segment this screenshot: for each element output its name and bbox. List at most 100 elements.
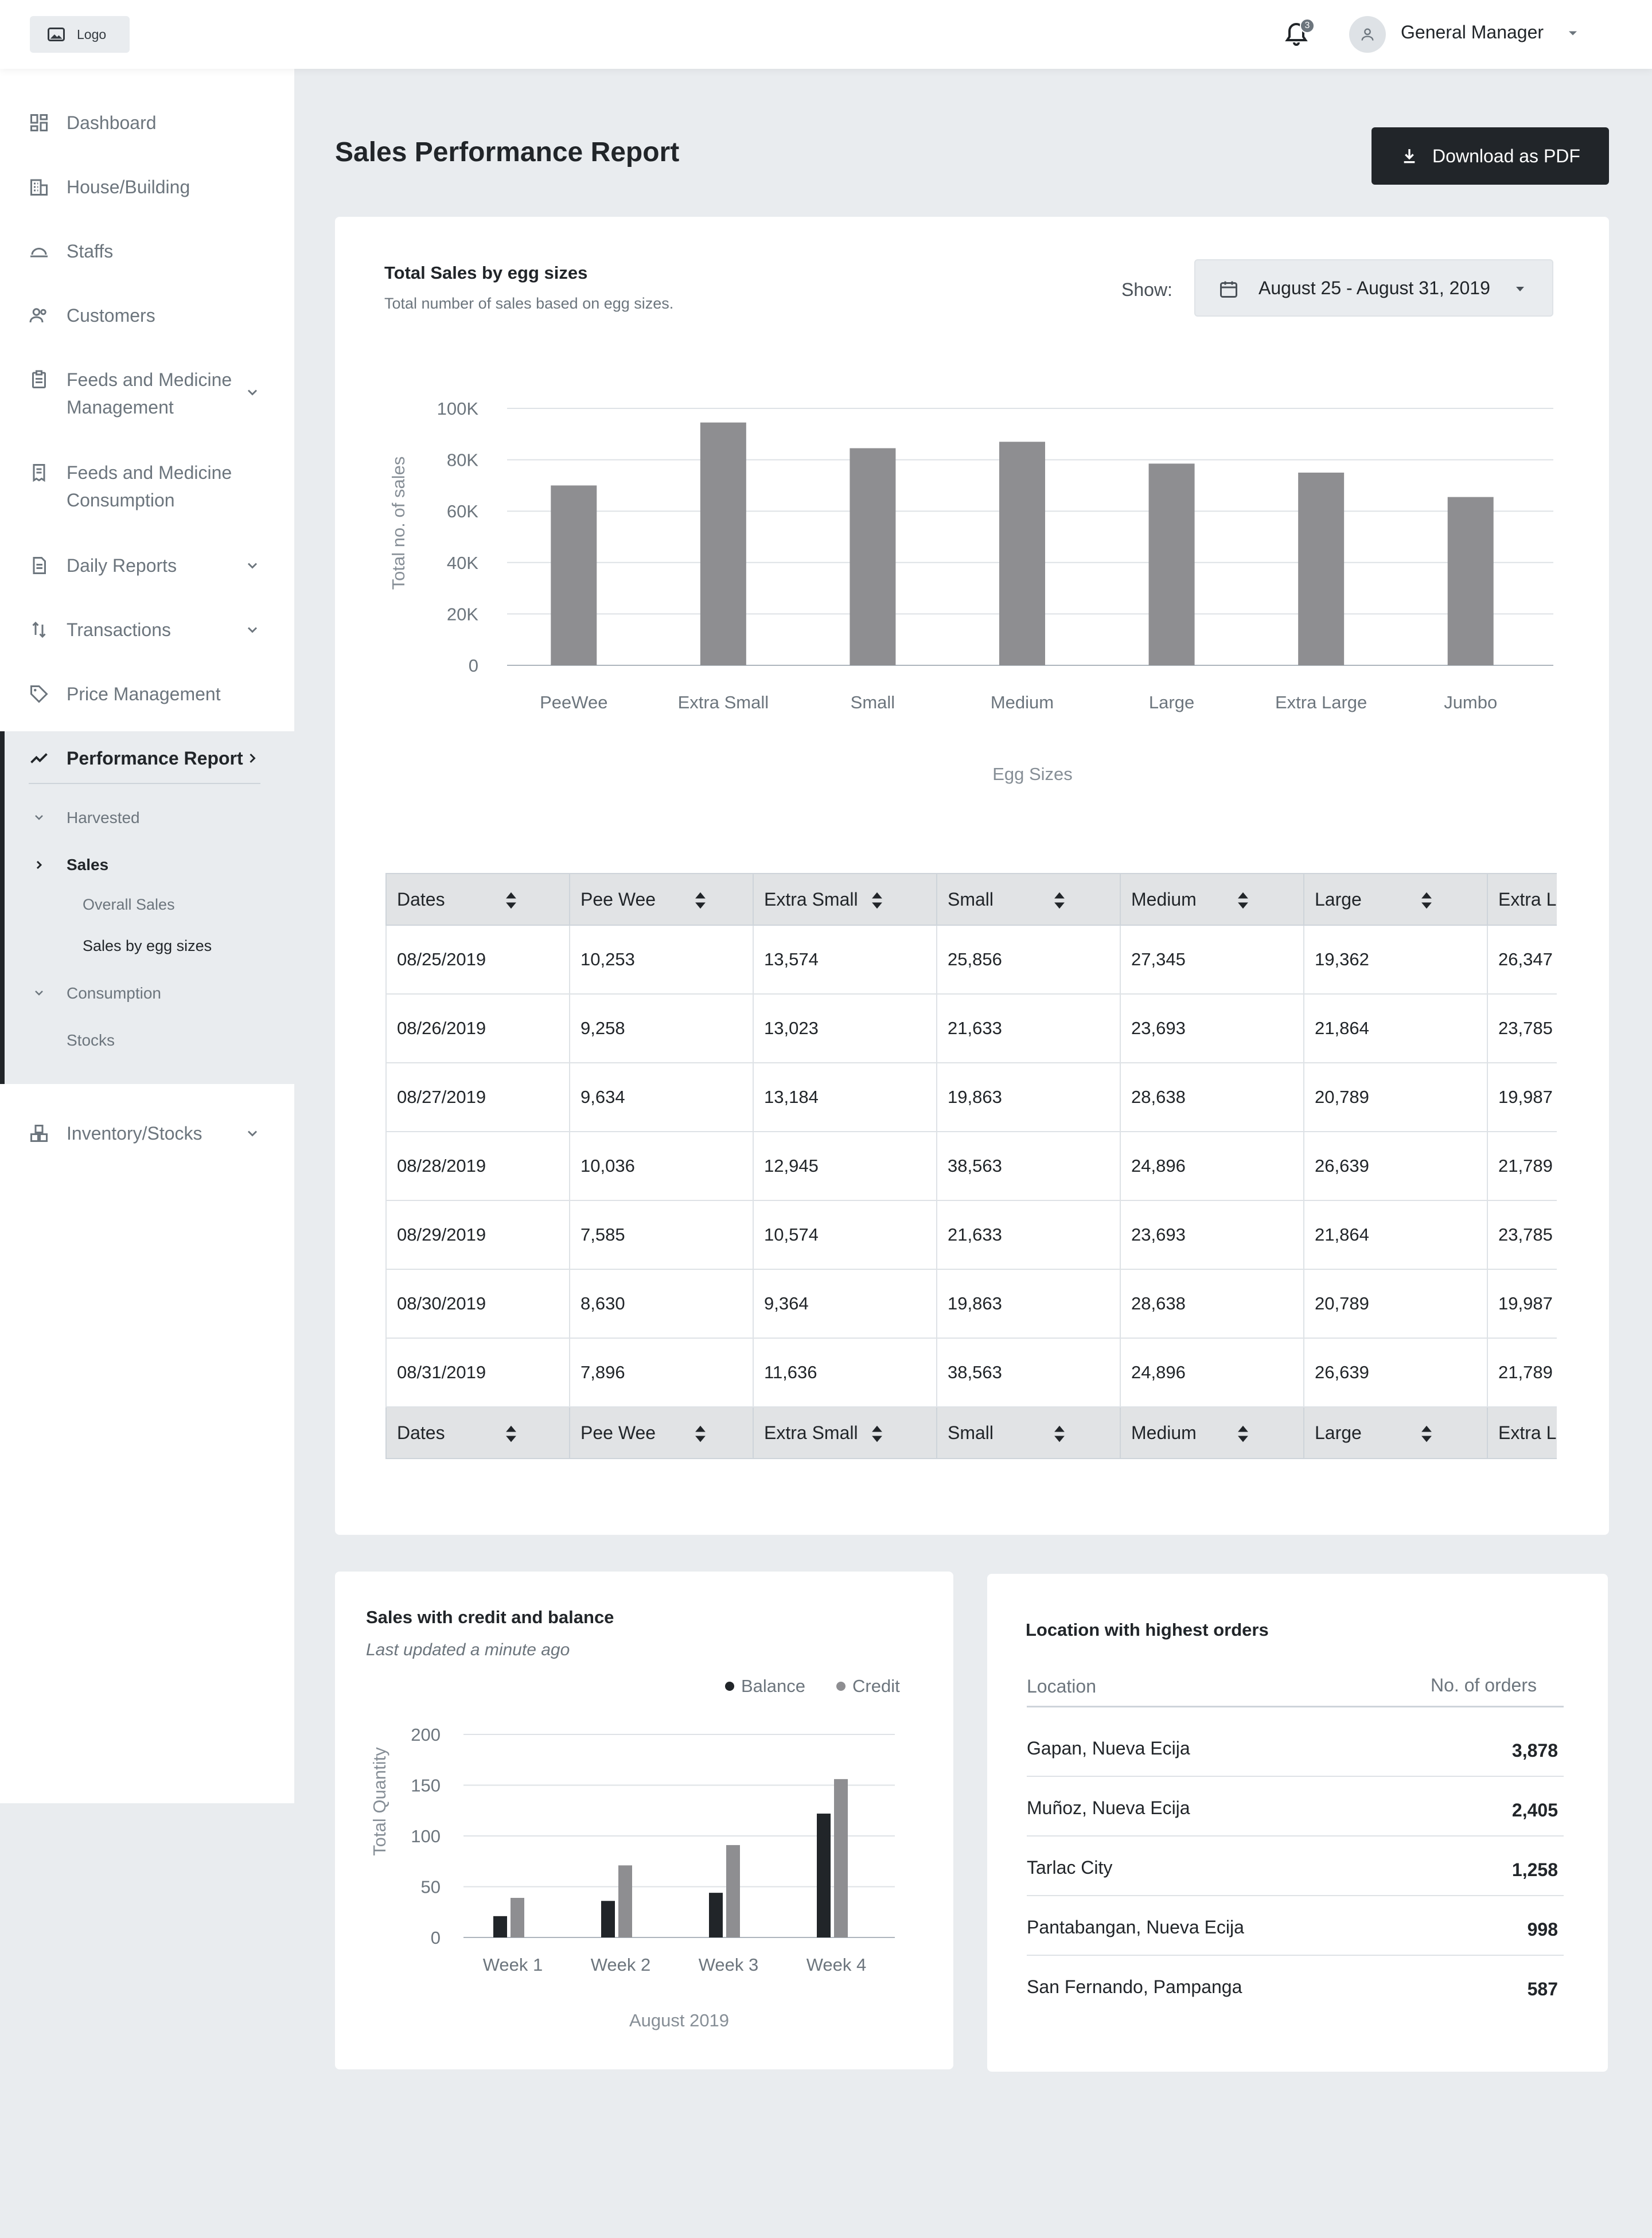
egg-card-subtitle: Total number of sales based on egg sizes…	[384, 295, 674, 312]
chevron-down-icon[interactable]	[244, 384, 260, 400]
sort-icon[interactable]	[1420, 891, 1433, 910]
image-icon	[48, 28, 65, 41]
inventory-icon	[30, 1125, 48, 1142]
sidebar-item-customers[interactable]: Customers	[0, 302, 294, 329]
location-orders: 998	[1527, 1919, 1558, 1940]
sort-icon[interactable]	[1237, 1425, 1249, 1443]
chevron-down-icon[interactable]	[32, 810, 46, 824]
table-cell: 08/27/2019	[385, 1062, 570, 1132]
location-column-header: Location	[1027, 1676, 1096, 1697]
submenu-harvested[interactable]: Harvested	[67, 809, 140, 826]
date-range-value: August 25 - August 31, 2019	[1259, 278, 1490, 298]
table-cell: 21,864	[1303, 993, 1488, 1063]
location-orders: 3,878	[1511, 1740, 1558, 1761]
chevron-right-icon[interactable]	[32, 858, 46, 872]
table-cell: 12,945	[753, 1131, 937, 1201]
table-cell: 08/29/2019	[385, 1200, 570, 1270]
column-header-small[interactable]: Small	[936, 873, 1121, 926]
x-axis-label: Egg Sizes	[992, 764, 1073, 784]
column-header-large[interactable]: Large	[1303, 873, 1488, 926]
sidebar-item-label: Customers	[67, 305, 155, 326]
column-header-dates[interactable]: Dates	[385, 873, 570, 926]
y-tick-label: 200	[411, 1725, 441, 1745]
egg-sales-table: Dates Pee Wee Extra Small Small Medium Large E…	[385, 873, 1557, 1459]
sort-icon[interactable]	[694, 1425, 707, 1443]
chevron-down-icon[interactable]	[244, 557, 260, 574]
table-cell: 21,633	[936, 1200, 1121, 1270]
submenu-sales[interactable]: Sales	[67, 856, 109, 874]
location-card	[987, 1574, 1608, 2072]
column-label: Pee Wee	[580, 1422, 656, 1443]
y-tick-label: 100K	[437, 399, 479, 419]
column-footer-medium[interactable]: Medium	[1120, 1406, 1304, 1459]
sidebar-item-transactions[interactable]: Transactions	[0, 616, 294, 644]
submenu-sales-by-egg-sizes[interactable]: Sales by egg sizes	[83, 937, 212, 954]
submenu-overall-sales[interactable]: Overall Sales	[83, 896, 175, 913]
calendar-icon	[1220, 281, 1237, 298]
table-cell: 20,789	[1303, 1269, 1488, 1339]
sort-icon[interactable]	[1420, 1425, 1433, 1443]
sidebar-item-price-management[interactable]: Price Management	[0, 680, 294, 708]
trend-icon	[30, 753, 48, 763]
x-tick-label: Week 1	[483, 1955, 543, 1975]
chevron-down-icon[interactable]	[244, 1125, 260, 1141]
column-footer-small[interactable]: Small	[936, 1406, 1121, 1459]
sidebar-item-staffs[interactable]: Staffs	[0, 237, 294, 265]
bar	[551, 485, 597, 665]
table-cell: 19,987	[1487, 1062, 1557, 1132]
column-footer-dates[interactable]: Dates	[385, 1406, 570, 1459]
table-cell: 9,364	[753, 1269, 937, 1339]
date-range-select[interactable]: August 25 - August 31, 2019	[1194, 259, 1553, 317]
sort-icon[interactable]	[505, 1425, 517, 1443]
user-name[interactable]: General Manager	[1401, 22, 1544, 42]
sort-icon[interactable]	[505, 891, 517, 910]
table-row: 08/26/2019 9,258 13,023 21,633 23,693 21,864 2…	[385, 993, 1557, 1063]
submenu-consumption[interactable]: Consumption	[67, 984, 161, 1002]
sidebar-item-feeds-and-medicine-consumption[interactable]: Feeds and Medicine Consumption	[0, 459, 294, 514]
caret-down-icon[interactable]	[1565, 28, 1581, 39]
legend-label: Credit	[852, 1676, 900, 1696]
submenu-stocks[interactable]: Stocks	[67, 1031, 115, 1049]
x-tick-label: Jumbo	[1444, 692, 1497, 712]
avatar[interactable]	[1349, 16, 1386, 53]
table-cell: 13,184	[753, 1062, 937, 1132]
chevron-down-icon[interactable]	[32, 986, 46, 1000]
table-cell: 21,633	[936, 993, 1121, 1063]
chevron-right-icon[interactable]	[244, 750, 260, 766]
column-header-extra-small[interactable]: Extra Small	[753, 873, 937, 926]
column-footer-pee-wee[interactable]: Pee Wee	[569, 1406, 754, 1459]
bar	[601, 1901, 615, 1937]
sort-icon[interactable]	[871, 891, 883, 910]
download-pdf-button[interactable]: Download as PDF	[1372, 127, 1609, 185]
chevron-down-icon[interactable]	[244, 622, 260, 638]
column-footer-extra-large[interactable]: Extra Large	[1487, 1406, 1557, 1459]
y-tick-label: 0	[469, 656, 478, 676]
y-tick-label: 60K	[447, 501, 478, 521]
sidebar-item-dashboard[interactable]: Dashboard	[0, 109, 294, 137]
sidebar-item-daily-reports[interactable]: Daily Reports	[0, 552, 294, 579]
sidebar-item-inventory-stocks[interactable]: Inventory/Stocks	[0, 1120, 294, 1147]
column-footer-extra-small[interactable]: Extra Small	[753, 1406, 937, 1459]
column-footer-large[interactable]: Large	[1303, 1406, 1488, 1459]
sort-icon[interactable]	[871, 1425, 883, 1443]
sidebar-item-house-building[interactable]: House/Building	[0, 173, 294, 201]
column-header-extra-large[interactable]: Extra Large	[1487, 873, 1557, 926]
column-header-medium[interactable]: Medium	[1120, 873, 1304, 926]
sort-icon[interactable]	[1237, 891, 1249, 910]
bar	[726, 1845, 740, 1937]
bar	[834, 1779, 848, 1937]
sort-icon[interactable]	[694, 891, 707, 910]
sort-icon[interactable]	[1053, 891, 1066, 910]
sort-icon[interactable]	[1053, 1425, 1066, 1443]
column-header-pee-wee[interactable]: Pee Wee	[569, 873, 754, 926]
credit-card-subtitle: Last updated a minute ago	[366, 1640, 570, 1659]
dashboard-icon	[30, 114, 48, 131]
table-cell: 28,638	[1120, 1062, 1304, 1132]
logo[interactable]: Logo	[30, 16, 130, 53]
sidebar-item-performance-report[interactable]: Performance Report	[0, 744, 294, 772]
staff-icon	[30, 247, 48, 258]
sidebar-item-feeds-and-medicine-management[interactable]: Feeds and Medicine Management	[0, 366, 294, 421]
y-tick-label: 100	[411, 1826, 441, 1846]
